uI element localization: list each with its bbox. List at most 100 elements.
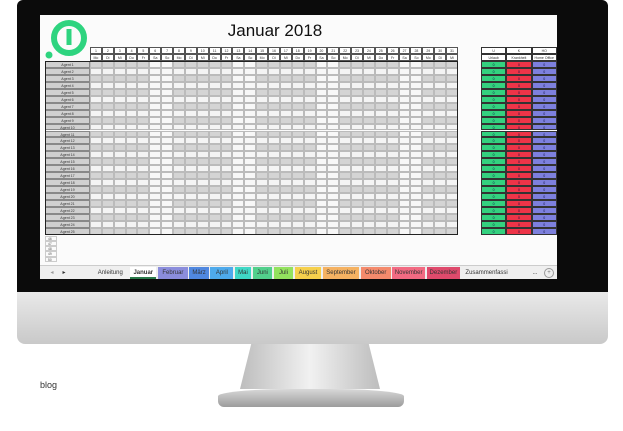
day-cell[interactable]	[232, 123, 245, 131]
day-cell[interactable]	[279, 165, 292, 173]
day-cell[interactable]	[232, 172, 245, 180]
day-cell[interactable]	[256, 109, 269, 117]
day-cell[interactable]	[398, 123, 411, 131]
day-cell[interactable]	[303, 165, 316, 173]
day-cell[interactable]	[101, 123, 114, 131]
day-cell[interactable]	[125, 88, 138, 96]
day-cell[interactable]	[363, 227, 375, 235]
day-cell[interactable]	[374, 130, 387, 138]
day-cell[interactable]	[256, 74, 269, 82]
day-cell[interactable]	[90, 151, 102, 159]
day-cell[interactable]	[363, 61, 375, 68]
day-cell[interactable]	[244, 109, 257, 117]
day-cell[interactable]	[161, 109, 174, 117]
day-cell[interactable]	[315, 165, 328, 173]
day-cell[interactable]	[173, 102, 185, 110]
day-cell[interactable]	[101, 158, 114, 166]
day-cell[interactable]	[291, 151, 304, 159]
day-cell[interactable]	[398, 102, 411, 110]
day-cell[interactable]	[434, 186, 447, 194]
day-cell[interactable]	[410, 172, 423, 180]
day-cell[interactable]	[303, 67, 316, 75]
day-cell[interactable]	[363, 193, 375, 200]
day-cell[interactable]	[149, 137, 162, 145]
day-cell[interactable]	[268, 158, 280, 166]
day-cell[interactable]	[220, 206, 233, 214]
day-cell[interactable]	[398, 109, 411, 117]
day-cell[interactable]	[208, 220, 221, 228]
day-cell[interactable]	[410, 179, 423, 187]
day-cell[interactable]	[268, 88, 280, 96]
day-cell[interactable]	[279, 179, 292, 187]
day-cell[interactable]	[125, 227, 138, 235]
day-cell[interactable]	[374, 116, 387, 124]
day-cell[interactable]	[220, 74, 233, 82]
day-cell[interactable]	[351, 144, 363, 152]
day-cell[interactable]	[398, 61, 411, 68]
day-cell[interactable]	[386, 144, 399, 152]
day-cell[interactable]	[291, 165, 304, 173]
day-cell[interactable]	[184, 102, 197, 110]
day-cell[interactable]	[244, 227, 257, 235]
day-cell[interactable]	[184, 165, 197, 173]
day-cell[interactable]	[137, 123, 150, 131]
day-cell[interactable]	[374, 95, 387, 103]
day-cell[interactable]	[303, 102, 316, 110]
day-cell[interactable]	[410, 102, 423, 110]
day-cell[interactable]	[90, 102, 102, 110]
day-cell[interactable]	[196, 186, 209, 194]
day-cell[interactable]	[244, 200, 257, 207]
day-cell[interactable]	[410, 130, 423, 138]
day-cell[interactable]	[268, 81, 280, 89]
day-cell[interactable]	[268, 130, 280, 138]
day-cell[interactable]	[113, 74, 126, 82]
day-cell[interactable]	[161, 186, 174, 194]
day-cell[interactable]	[327, 130, 340, 138]
day-cell[interactable]	[279, 158, 292, 166]
day-cell[interactable]	[196, 130, 209, 138]
day-cell[interactable]	[90, 186, 102, 194]
day-cell[interactable]	[125, 116, 138, 124]
day-cell[interactable]	[363, 102, 375, 110]
day-cell[interactable]	[137, 74, 150, 82]
day-cell[interactable]	[208, 102, 221, 110]
day-cell[interactable]	[351, 61, 363, 68]
day-cell[interactable]	[125, 109, 138, 117]
day-cell[interactable]	[256, 95, 269, 103]
day-cell[interactable]	[125, 123, 138, 131]
day-cell[interactable]	[268, 151, 280, 159]
day-cell[interactable]	[184, 109, 197, 117]
day-cell[interactable]	[291, 193, 304, 200]
day-cell[interactable]	[173, 200, 185, 207]
day-cell[interactable]	[279, 220, 292, 228]
day-cell[interactable]	[434, 151, 447, 159]
day-cell[interactable]	[351, 179, 363, 187]
day-cell[interactable]	[244, 102, 257, 110]
day-cell[interactable]	[279, 137, 292, 145]
day-cell[interactable]	[149, 109, 162, 117]
day-cell[interactable]	[291, 123, 304, 131]
day-cell[interactable]	[256, 151, 269, 159]
day-cell[interactable]	[137, 102, 150, 110]
day-cell[interactable]	[196, 95, 209, 103]
day-cell[interactable]	[184, 130, 197, 138]
day-cell[interactable]	[398, 179, 411, 187]
day-cell[interactable]	[422, 123, 435, 131]
day-cell[interactable]	[90, 144, 102, 152]
day-cell[interactable]	[208, 193, 221, 200]
day-cell[interactable]	[101, 200, 114, 207]
day-cell[interactable]	[113, 227, 126, 235]
day-cell[interactable]	[315, 206, 328, 214]
day-cell[interactable]	[410, 213, 423, 221]
day-cell[interactable]	[208, 158, 221, 166]
day-cell[interactable]	[363, 88, 375, 96]
day-cell[interactable]	[303, 206, 316, 214]
day-cell[interactable]	[363, 123, 375, 131]
day-cell[interactable]	[232, 137, 245, 145]
day-cell[interactable]	[398, 227, 411, 235]
day-cell[interactable]	[279, 227, 292, 235]
day-cell[interactable]	[90, 81, 102, 89]
day-cell[interactable]	[351, 74, 363, 82]
day-cell[interactable]	[232, 206, 245, 214]
day-cell[interactable]	[291, 200, 304, 207]
